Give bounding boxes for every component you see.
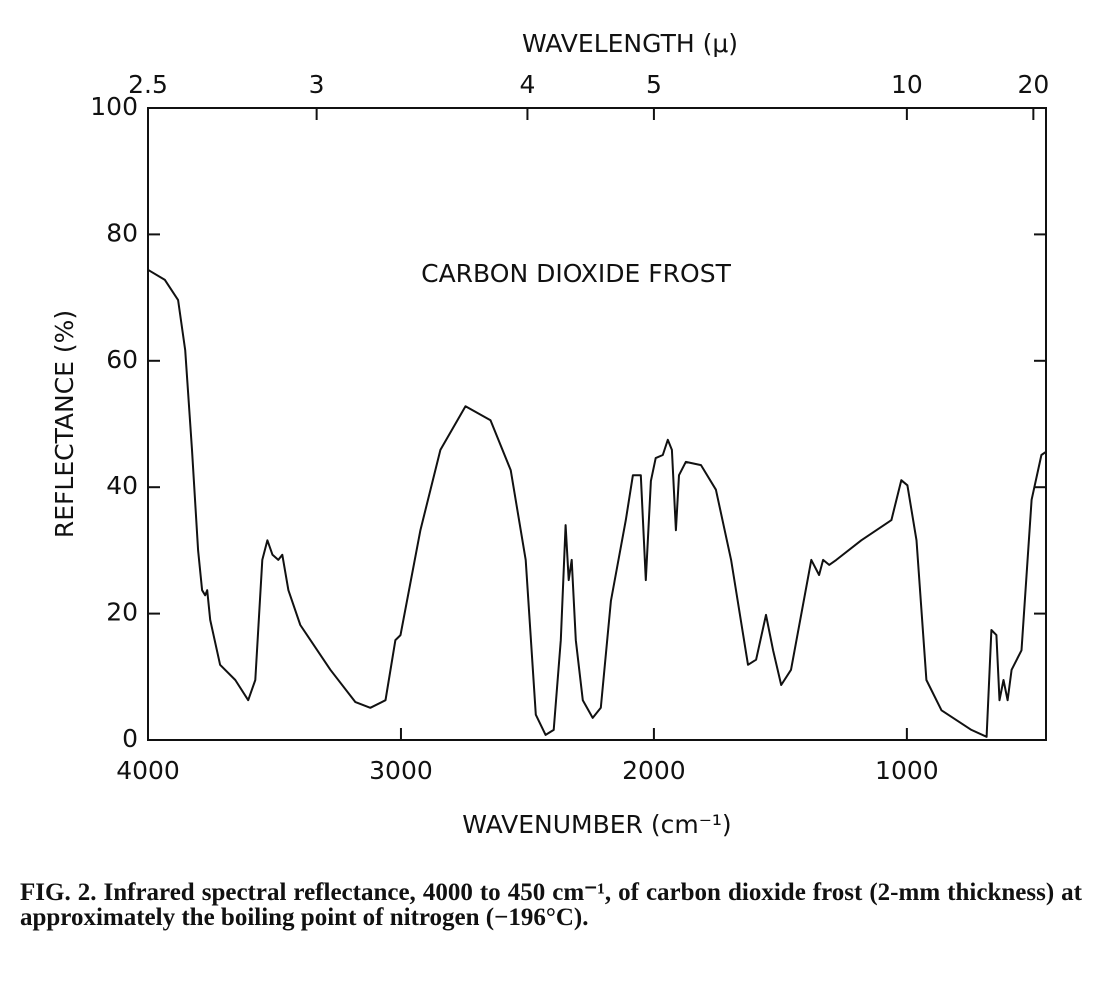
x2-axis-title: WAVELENGTH (μ): [522, 29, 738, 58]
x2-tick-label: 20: [1017, 70, 1049, 99]
y-tick-label: 80: [106, 218, 138, 247]
y-tick-label: 20: [106, 598, 138, 627]
y-axis-title: REFLECTANCE (%): [50, 310, 79, 538]
y-tick-label: 0: [122, 724, 138, 753]
spectrum-line: [147, 268, 1047, 738]
y-tick-label: 100: [90, 92, 138, 121]
x-axis-title: WAVENUMBER (cm⁻¹): [462, 810, 731, 839]
y-tick-label: 40: [106, 471, 138, 500]
x2-tick-label: 3: [309, 70, 325, 99]
x-tick-label: 2000: [622, 756, 686, 785]
y-tick-label: 60: [106, 345, 138, 374]
plot-frame: [147, 107, 1047, 741]
chart: WAVELENGTH (μ) CARBON DIOXIDE FROST WAVE…: [50, 29, 1049, 839]
x-tick-label: 1000: [875, 756, 939, 785]
x2-tick-label: 2.5: [128, 70, 168, 99]
caption: FIG. 2. Infrared spectral reflectance, 4…: [20, 879, 1082, 931]
x-tick-label: 3000: [369, 756, 433, 785]
x2-tick-label: 4: [519, 70, 535, 99]
x2-tick-label: 10: [891, 70, 923, 99]
x-tick-label: 4000: [116, 756, 180, 785]
x2-tick-label: 5: [646, 70, 662, 99]
annotation: CARBON DIOXIDE FROST: [421, 259, 731, 288]
